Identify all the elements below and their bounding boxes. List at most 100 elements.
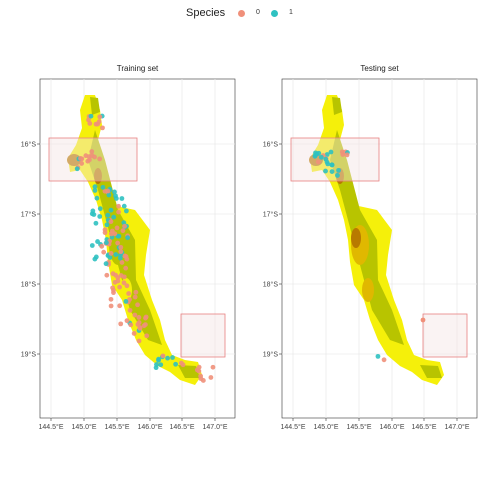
occurrence-point <box>100 125 105 131</box>
y-tick-label: 16°S <box>263 141 279 149</box>
occurrence-point <box>91 212 97 217</box>
occurrence-point <box>106 192 112 198</box>
occurrence-point <box>133 289 139 295</box>
occurrence-point <box>113 272 119 278</box>
occurrence-point <box>87 121 93 126</box>
occurrence-point <box>117 303 123 309</box>
occurrence-point <box>79 161 85 166</box>
occurrence-point <box>103 240 109 246</box>
occurrence-point <box>108 303 114 309</box>
occurrence-point <box>124 318 130 324</box>
occurrence-point <box>95 239 100 244</box>
occurrence-point <box>313 150 318 156</box>
occurrence-point <box>92 188 98 193</box>
occurrence-point <box>178 360 184 366</box>
occurrence-point <box>323 168 328 174</box>
occurrence-point <box>136 315 142 320</box>
occurrence-point <box>117 252 123 258</box>
panel-title-testing: Testing set <box>360 64 399 73</box>
occurrence-point <box>137 325 143 331</box>
occurrence-point <box>118 249 124 255</box>
occurrence-point <box>115 240 121 246</box>
legend-dot-0 <box>238 10 245 17</box>
occurrence-point <box>420 317 426 323</box>
occurrence-point <box>112 189 117 195</box>
occurrence-point <box>117 284 123 290</box>
occurrence-point <box>105 188 111 194</box>
occurrence-point <box>89 243 95 248</box>
occurrence-point <box>112 231 118 237</box>
y-tick-label: 19°S <box>21 351 37 359</box>
occurrence-point <box>108 231 114 237</box>
occurrence-point <box>78 155 83 161</box>
highlight-box <box>180 313 226 358</box>
occurrence-point <box>323 156 329 162</box>
occurrence-point <box>113 196 119 201</box>
occurrence-point <box>114 225 120 231</box>
occurrence-point <box>318 154 324 160</box>
occurrence-point <box>99 243 105 249</box>
occurrence-point <box>328 149 334 155</box>
occurrence-point <box>116 209 121 215</box>
highlight-box <box>422 313 468 358</box>
occurrence-point <box>170 355 175 360</box>
occurrence-point <box>121 203 127 209</box>
vegetation-north <box>332 97 342 115</box>
occurrence-point <box>173 361 179 367</box>
occurrence-point <box>123 299 129 304</box>
occurrence-point <box>74 166 80 172</box>
occurrence-point <box>142 322 148 327</box>
occurrence-point <box>92 184 98 190</box>
occurrence-point <box>132 312 138 318</box>
occurrence-point <box>121 280 127 286</box>
occurrence-point <box>208 375 214 380</box>
x-tick-label: 146.0°E <box>138 423 163 431</box>
occurrence-point <box>340 152 346 157</box>
occurrence-point <box>120 228 126 234</box>
occurrence-point <box>127 297 132 302</box>
vegetation-north <box>90 97 100 115</box>
occurrence-point <box>110 285 115 291</box>
vegetation-south <box>420 365 442 378</box>
x-tick-label: 146.5°E <box>170 423 195 431</box>
occurrence-point <box>123 254 129 259</box>
legend-label-0: 0 <box>256 9 260 16</box>
occurrence-point <box>122 223 128 229</box>
occurrence-point <box>96 119 102 125</box>
occurrence-point <box>153 365 159 371</box>
testing-map-panel: 144.5°E 145.0°E 145.5°E 146.0°E 146.5°E 147.0… <box>263 78 478 431</box>
occurrence-point <box>112 279 118 285</box>
occurrence-point <box>325 161 331 167</box>
occurrence-point <box>104 222 110 228</box>
x-tick-label: 144.5°E <box>281 423 306 431</box>
occurrence-point <box>198 373 204 379</box>
habitat-patch <box>94 168 102 184</box>
occurrence-point <box>101 249 107 255</box>
occurrence-point <box>125 235 131 241</box>
occurrence-point <box>210 364 216 370</box>
highlight-box <box>48 137 138 182</box>
y-tick-label: 17°S <box>263 211 279 219</box>
x-tick-label: 145.5°E <box>347 423 372 431</box>
occurrence-point <box>108 296 114 302</box>
legend: Species 0 1 <box>0 0 480 30</box>
occurrence-point <box>93 220 99 226</box>
x-tick-label: 145.5°E <box>105 423 130 431</box>
x-tick-label: 146.5°E <box>412 423 437 431</box>
occurrence-point <box>165 355 170 361</box>
occurrence-point <box>132 294 138 300</box>
occurrence-point <box>136 338 142 344</box>
y-tick-label: 19°S <box>263 351 279 359</box>
occurrence-point <box>118 244 124 250</box>
occurrence-point <box>126 291 132 296</box>
occurrence-point <box>105 212 111 218</box>
training-map-panel: 144.5°E 145.0°E 145.5°E 146.0°E 146.5°E 147.0… <box>21 78 236 431</box>
occurrence-point <box>200 378 206 383</box>
occurrence-point <box>93 254 99 260</box>
habitat-patch <box>351 228 361 248</box>
occurrence-point <box>128 322 134 328</box>
occurrence-point <box>119 260 125 265</box>
occurrence-point <box>143 314 149 320</box>
occurrence-point <box>88 113 94 119</box>
